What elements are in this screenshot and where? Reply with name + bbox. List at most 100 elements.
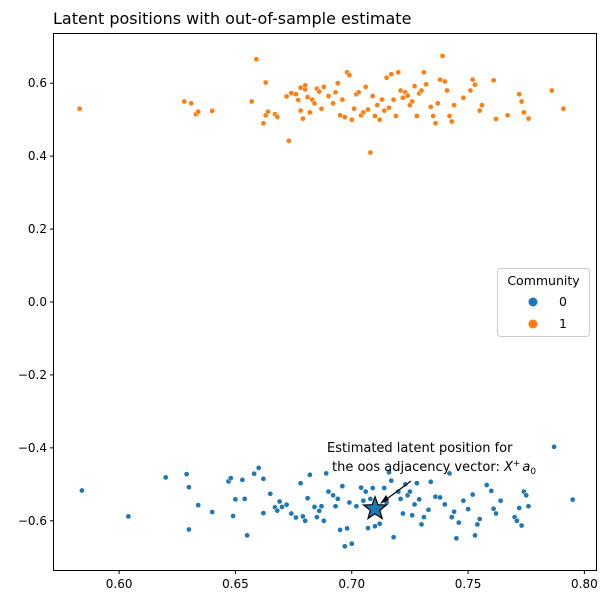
- annotation-line-2-text: the oos adjacency vector:: [332, 460, 504, 475]
- point-community-0-45: [344, 525, 350, 532]
- point-community-1-55: [381, 107, 388, 114]
- point-community-1-79: [439, 53, 446, 59]
- point-community-1-57: [386, 104, 392, 111]
- point-community-0-28: [300, 513, 306, 520]
- annotation-math-a: a: [522, 460, 530, 475]
- point-community-0-4: [186, 484, 192, 491]
- point-community-0-24: [283, 501, 290, 508]
- point-community-1-53: [376, 116, 383, 123]
- points-layer: [76, 53, 576, 550]
- x-tick-label-0: 0.60: [106, 577, 133, 591]
- point-community-0-91: [483, 482, 490, 488]
- point-community-1-75: [430, 113, 437, 119]
- y-tick-label-5: 0.4: [28, 149, 47, 163]
- point-community-1-48: [365, 106, 371, 113]
- point-community-1-69: [414, 113, 420, 119]
- point-community-0-68: [407, 488, 413, 495]
- point-community-0-78: [437, 494, 443, 501]
- point-community-1-29: [316, 88, 323, 95]
- legend-label-1: 1: [559, 316, 567, 331]
- x-tick-label-1: 0.65: [222, 577, 249, 591]
- point-community-1-24: [304, 94, 311, 100]
- point-community-1-97: [525, 115, 532, 122]
- point-community-1-93: [504, 112, 511, 119]
- y-tick-label-6: 0.6: [28, 76, 47, 90]
- point-community-0-6: [195, 502, 202, 508]
- point-community-0-37: [323, 470, 330, 477]
- point-community-0-53: [367, 496, 374, 502]
- point-community-0-97: [514, 517, 520, 524]
- point-community-1-86: [467, 87, 474, 94]
- point-community-0-98: [516, 505, 523, 511]
- point-community-0-11: [232, 496, 239, 503]
- point-community-1-77: [434, 100, 441, 107]
- point-community-0-18: [260, 510, 267, 516]
- point-community-1-76: [432, 120, 439, 127]
- x-tick-label-2: 0.70: [338, 577, 365, 591]
- point-community-0-16: [255, 465, 262, 471]
- point-community-1-58: [388, 71, 395, 77]
- point-community-1-37: [339, 96, 346, 103]
- x-axis: 0.60 0.65 0.70 0.75 0.80: [106, 570, 598, 591]
- point-community-1-36: [337, 112, 343, 119]
- point-community-0-17: [260, 475, 267, 482]
- point-community-0-51: [362, 488, 369, 495]
- point-community-1-20: [297, 107, 304, 114]
- point-community-1-10: [262, 79, 269, 86]
- point-community-0-22: [276, 498, 283, 505]
- annotation: Estimated latent position for the oos ad…: [327, 441, 536, 504]
- point-community-0-76: [427, 478, 434, 485]
- point-community-1-71: [418, 87, 425, 94]
- point-community-0-71: [414, 480, 420, 487]
- point-community-1-65: [404, 92, 411, 99]
- point-community-1-6: [248, 98, 255, 105]
- point-community-1-44: [355, 89, 362, 96]
- point-community-0-77: [432, 493, 439, 500]
- point-community-0-26: [293, 514, 299, 521]
- point-community-1-13: [274, 113, 281, 120]
- point-community-1-8: [260, 120, 267, 127]
- point-community-1-81: [444, 87, 450, 94]
- point-community-0-72: [416, 496, 423, 503]
- point-community-0-38: [325, 488, 332, 495]
- point-community-1-0: [76, 105, 83, 112]
- point-community-0-49: [358, 484, 364, 491]
- point-community-0-75: [425, 506, 432, 513]
- point-community-1-68: [411, 83, 418, 89]
- estimate-layer: [361, 494, 389, 520]
- point-community-0-32: [311, 504, 318, 510]
- point-community-1-89: [476, 107, 483, 114]
- point-community-0-79: [441, 501, 448, 508]
- point-community-0-99: [518, 522, 525, 529]
- point-community-0-46: [346, 499, 353, 506]
- point-community-0-95: [497, 497, 504, 504]
- point-community-0-86: [465, 506, 471, 512]
- point-community-0-30: [304, 495, 311, 502]
- point-community-0-87: [469, 491, 476, 498]
- point-community-1-90: [479, 102, 485, 108]
- point-community-1-11: [265, 108, 271, 115]
- point-community-1-92: [493, 116, 499, 122]
- point-community-1-80: [441, 78, 448, 85]
- point-community-1-40: [346, 72, 353, 79]
- point-community-1-31: [320, 84, 327, 90]
- point-community-0-12: [239, 477, 246, 483]
- point-community-0-57: [376, 520, 383, 527]
- point-community-1-98: [548, 87, 555, 94]
- annotation-line-2: the oos adjacency vector: X+ a0: [332, 459, 536, 477]
- point-community-0-13: [241, 496, 248, 502]
- point-community-1-52: [374, 102, 381, 108]
- point-community-0-9: [227, 475, 234, 481]
- estimate-star-marker: [361, 494, 389, 520]
- point-community-1-54: [379, 96, 385, 103]
- point-community-1-1: [181, 98, 188, 105]
- point-community-1-33: [330, 100, 336, 107]
- point-community-1-34: [332, 89, 339, 96]
- point-community-0-80: [446, 470, 453, 477]
- point-community-1-41: [348, 116, 355, 123]
- point-community-0-48: [353, 503, 360, 510]
- point-community-1-99: [560, 105, 567, 112]
- point-community-0-88: [472, 532, 478, 539]
- point-community-1-25: [307, 109, 313, 116]
- chart-title: Latent positions with out-of-sample esti…: [53, 9, 411, 28]
